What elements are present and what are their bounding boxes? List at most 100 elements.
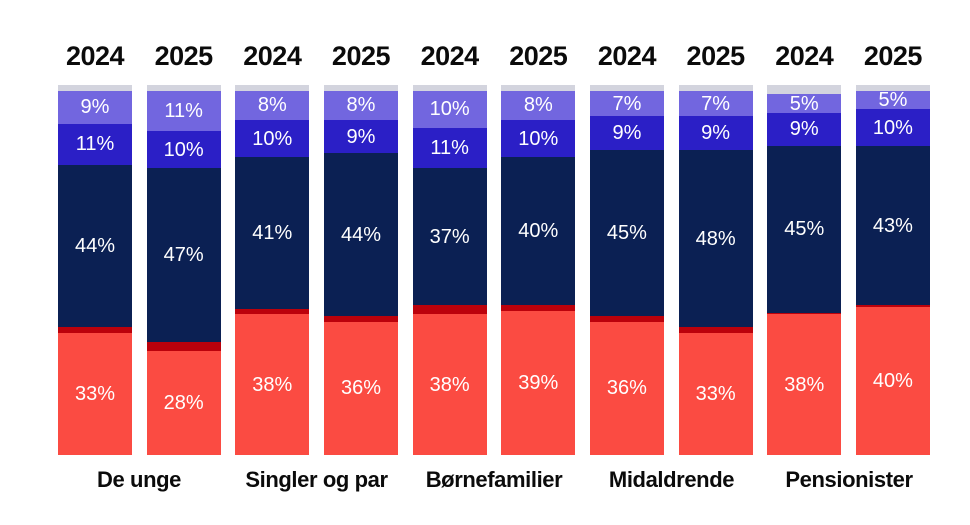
bar-segment-dark-blue: 37% [412, 168, 487, 306]
bar-segment-dark-blue: 47% [146, 168, 221, 343]
bar-column: 2024 38% 45% 9% 5% [767, 41, 842, 455]
stacked-bar: 33% 44% 11% 9% [58, 85, 132, 455]
bar-segment-dark-blue: 44% [323, 153, 398, 317]
segment-value-label: 8% [257, 94, 287, 117]
segment-value-label: 40% [518, 220, 559, 243]
bar-segment-dark-blue: 40% [501, 157, 576, 306]
group-label: Singler og par [245, 467, 388, 492]
bar-segment-grey [146, 85, 221, 91]
bar-segment-blue: 10% [855, 109, 930, 147]
segment-value-label: 33% [74, 382, 116, 405]
bar-column: 2024 33% 44% 11% 9% [58, 42, 132, 455]
segment-value-label: 9% [612, 122, 642, 145]
bar-segment-blue: 10% [501, 120, 576, 158]
year-label: 2024 [65, 41, 125, 71]
bar-segment-dark-blue: 45% [767, 146, 842, 313]
bar-segment-blue: 9% [589, 116, 664, 150]
year-label: 2025 [331, 41, 391, 71]
bar-segment-light-purple: 11% [146, 90, 221, 132]
bar-segment-grey [855, 85, 930, 91]
segment-value-label: 7% [612, 92, 642, 115]
bar-column: 2025 33% 48% 9% 7% [678, 41, 753, 455]
stacked-bar: 40% 43% 10% 5% [855, 85, 930, 455]
segment-value-label: 5% [789, 92, 819, 115]
bar-segment-red: 33% [678, 332, 753, 455]
group-labels-row: De unge Singler og par Børnefamilier Midald… [58, 467, 930, 493]
segment-value-label: 10% [163, 138, 204, 161]
segment-value-label: 45% [784, 218, 825, 241]
stacked-bar: 36% 44% 9% 8% [323, 85, 398, 455]
segment-value-label: 45% [606, 222, 647, 245]
bar-column: 2024 38% 37% 11% 10% [412, 41, 487, 455]
bar-segment-grey [412, 85, 487, 91]
bar-segment-grey [58, 85, 132, 91]
stacked-bar: 33% 48% 9% 7% [678, 85, 753, 455]
bar-segment-red: 38% [412, 314, 487, 455]
segment-value-label: 33% [695, 382, 736, 405]
bar-segment-grey [323, 85, 398, 91]
bar-segment-dark-red [678, 327, 753, 333]
bar-segment-blue: 9% [678, 116, 753, 150]
bar-segment-dark-red [589, 316, 664, 322]
stacked-bar: 36% 45% 9% 7% [589, 85, 664, 455]
bar-segment-dark-red [855, 305, 930, 307]
year-label: 2024 [775, 41, 834, 71]
bar-segment-dark-red [323, 316, 398, 322]
bar-segment-light-purple: 7% [589, 90, 664, 117]
stacked-bar: 38% 41% 10% 8% [235, 85, 310, 455]
segment-value-label: 10% [429, 98, 470, 121]
bar-segment-red: 38% [235, 314, 310, 455]
bar-segment-grey [501, 85, 576, 91]
bar-column: 2025 40% 43% 10% 5% [855, 41, 930, 455]
bar-segment-light-purple: 5% [855, 88, 930, 111]
segment-value-label: 36% [606, 377, 647, 400]
segment-value-label: 10% [518, 127, 559, 150]
segment-value-label: 8% [523, 94, 553, 117]
bar-segment-blue: 10% [146, 131, 221, 169]
group-label: Midaldrende [608, 467, 735, 492]
segment-value-label: 9% [80, 96, 110, 119]
bar-column: 2024 36% 45% 9% 7% [589, 41, 664, 455]
segment-value-label: 11% [75, 133, 115, 156]
bar-segment-grey [678, 85, 753, 91]
bar-segment-blue: 9% [323, 120, 398, 154]
segment-value-label: 28% [163, 392, 204, 415]
bar-segment-dark-red [58, 327, 132, 333]
bar-segment-grey [235, 85, 310, 91]
year-label: 2025 [863, 41, 923, 71]
bar-segment-dark-blue: 41% [235, 157, 310, 309]
segment-value-label: 43% [872, 214, 913, 237]
segment-value-label: 41% [252, 222, 293, 245]
segment-value-label: 5% [878, 88, 908, 111]
bar-column: 2024 38% 41% 10% 8% [235, 42, 310, 455]
segment-value-label: 38% [784, 373, 825, 396]
bar-segment-light-purple: 8% [235, 90, 310, 121]
bar-segment-dark-blue: 44% [58, 164, 132, 328]
bar-segment-red: 39% [501, 310, 576, 455]
bar-segment-red: 38% [767, 314, 842, 455]
segment-value-label: 36% [340, 377, 381, 400]
segment-value-label: 11% [430, 136, 469, 159]
segment-value-label: 7% [701, 92, 731, 115]
bar-segment-red: 40% [855, 307, 930, 455]
bar-segment-light-purple: 8% [323, 90, 398, 121]
bar-column: 2025 39% 40% 10% 8% [501, 42, 576, 455]
year-label: 2024 [420, 41, 480, 71]
segment-value-label: 48% [695, 227, 736, 250]
segment-value-label: 39% [518, 371, 559, 394]
bar-segment-red: 33% [58, 332, 132, 455]
group-label: De unge [97, 467, 181, 492]
bar-segment-dark-red [412, 305, 487, 315]
bar-segment-dark-blue: 43% [855, 146, 930, 306]
segment-value-label: 10% [252, 127, 293, 150]
year-label: 2024 [597, 41, 657, 71]
bar-segment-grey [589, 85, 664, 91]
group-label: Pensionister [785, 467, 913, 492]
segment-value-label: 47% [163, 244, 204, 267]
bar-segment-light-purple: 7% [678, 90, 753, 117]
segment-value-label: 11% [164, 99, 203, 122]
year-label: 2025 [686, 41, 746, 71]
bar-segment-light-purple: 8% [501, 90, 576, 121]
bar-segment-dark-red [235, 308, 310, 315]
